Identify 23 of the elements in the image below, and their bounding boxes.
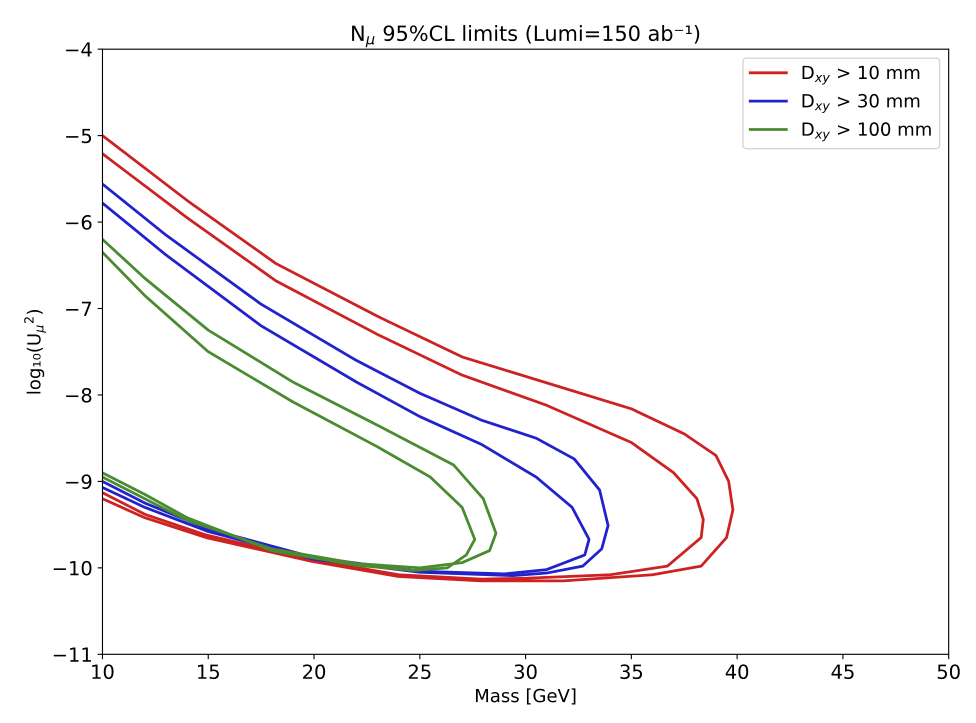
x-tick-label: 10 [92,664,114,680]
x-tick-label: 30 [514,664,537,680]
legend-label: D$_{xy}$ > 30 mm [802,94,920,113]
legend-label: D$_{xy}$ > 10 mm [802,66,920,85]
x-tick-label: 50 [938,664,960,680]
y-axis-title: log₁₀(U$_{μ}$$^{2}$) [24,310,46,394]
y-tick-label: −5 [66,128,92,144]
y-tick-label: −8 [66,388,92,403]
y-tick-label: −7 [66,302,92,316]
x-tick-label: 45 [831,664,854,680]
x-tick-label: 40 [726,664,748,680]
legend-label: D$_{xy}$ > 100 mm [802,122,931,142]
y-tick-label: −10 [54,560,92,576]
x-axis-title: Mass [GeV] [476,688,576,705]
y-tick-label: −11 [54,648,91,662]
x-tick-label: 15 [198,664,219,680]
x-tick-label: 35 [620,664,642,680]
y-tick-label: −9 [66,474,92,490]
chart-title: N$_{μ}$ 95%CL limits (Lumi=150 ab⁻¹) [352,24,700,48]
x-tick-label: 20 [303,664,326,680]
y-tick-label: −6 [66,215,92,230]
x-tick-label: 25 [408,664,430,680]
y-tick-label: −4 [66,42,92,57]
